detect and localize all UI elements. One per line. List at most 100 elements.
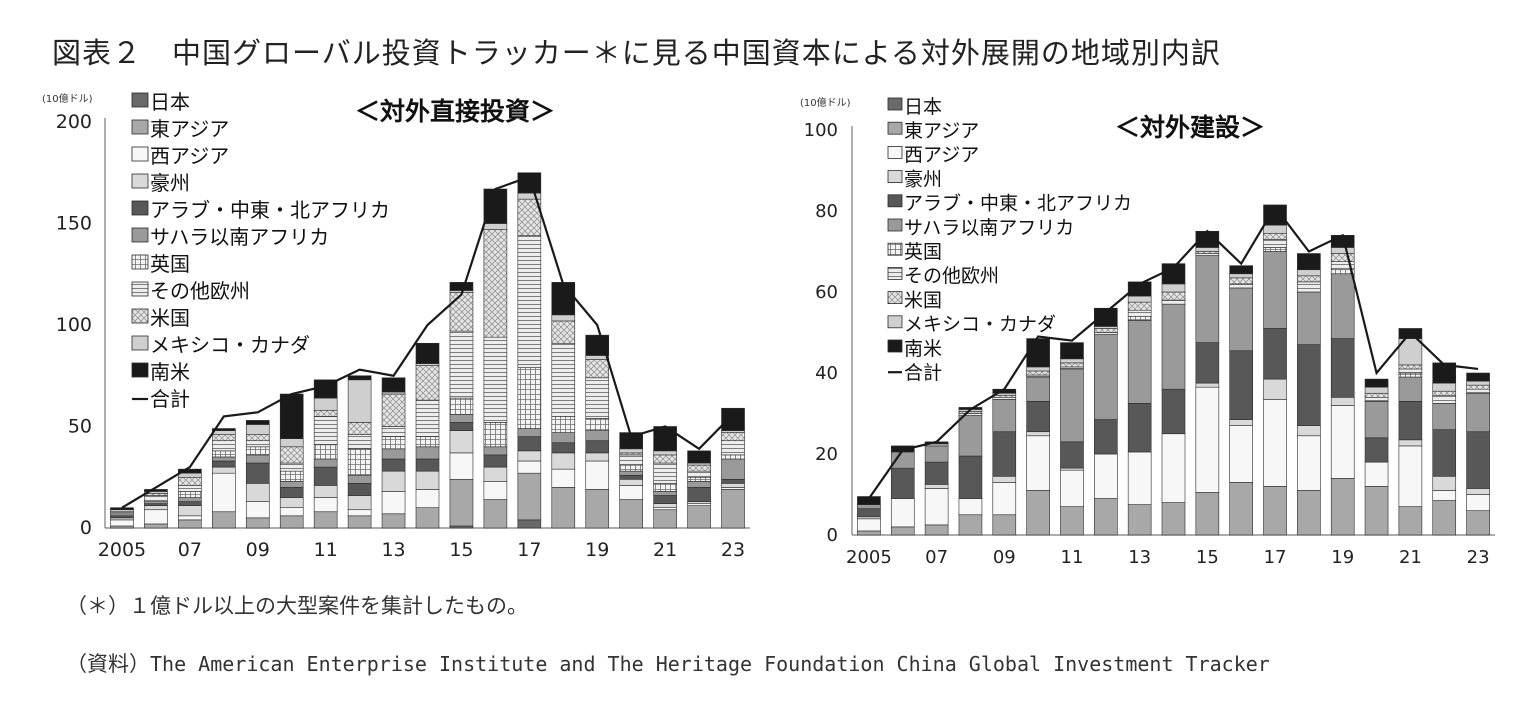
bar-segment-australia [178, 505, 202, 517]
bar-segment-other_europe [279, 462, 304, 472]
bar-segment-mexico_canada [1229, 273, 1253, 279]
bar-segment-us [1297, 275, 1321, 283]
bar-segment-south_america [415, 342, 440, 364]
bar-stack-2016 [1229, 265, 1253, 536]
bar-segment-other_europe [1161, 299, 1186, 305]
total-line [121, 175, 734, 509]
bar-segment-mena [449, 422, 474, 431]
legend-item: 西アジア [887, 144, 979, 166]
chart-title: ＜対外建設＞ [1115, 113, 1265, 142]
bar-segment-west_asia [653, 507, 677, 511]
bar-segment-west_asia [415, 489, 440, 508]
bar-segment-east_asia [1398, 506, 1423, 536]
bar-segment-west_asia [1060, 469, 1084, 507]
bar-stack-2021 [653, 426, 677, 529]
bar-segment-ssa [1263, 251, 1287, 329]
legend-swatch [887, 194, 903, 208]
bar-segment-us [1127, 301, 1152, 311]
bar-segment-south_america [721, 407, 745, 431]
bar-segment-mexico_canada [178, 472, 202, 478]
bar-segment-mexico_canada [1466, 380, 1490, 386]
bar-segment-east_asia [924, 524, 949, 536]
bar-segment-ssa [245, 454, 270, 464]
legend-label: 合計 [904, 362, 942, 384]
bar-stack-2016 [483, 188, 508, 529]
bar-segment-australia [1398, 439, 1423, 447]
bar-stack-2018 [1297, 253, 1321, 536]
bar-segment-ssa [449, 414, 474, 423]
bar-segment-uk [551, 416, 576, 433]
bar-segment-australia [415, 470, 440, 490]
bar-segment-mena [1026, 401, 1050, 433]
bar-segment-mexico_canada [1060, 358, 1084, 364]
bar-segment-us [1060, 362, 1084, 368]
legend-swatch [131, 335, 149, 351]
bar-segment-east_asia [551, 487, 576, 529]
bar-segment-mena [313, 466, 338, 486]
bar-segment-mexico_canada [517, 192, 542, 200]
legend-swatch [887, 170, 903, 183]
bar-segment-west_asia [619, 485, 643, 500]
bar-segment-west_asia [687, 503, 711, 506]
bar-stack-2017 [1263, 204, 1287, 536]
bar-segment-us [1398, 364, 1423, 370]
bar-segment-mexico_canada [1195, 247, 1220, 252]
bar-segment-west_asia [178, 515, 202, 521]
bar-segment-other_europe [245, 440, 270, 448]
bar-segment-other_europe [110, 511, 134, 515]
x-tick-label: 15 [1196, 547, 1219, 568]
bar-segment-mena [144, 503, 168, 506]
bar-segment-east_asia [415, 507, 440, 529]
unit-label: (10億ドル) [800, 96, 851, 109]
footnote: （＊）１億ドル以上の大型案件を集計したもの。 [66, 594, 528, 618]
bar-segment-west_asia [1094, 453, 1118, 499]
bar-segment-east_asia [1161, 502, 1186, 536]
y-tick-label: 200 [56, 111, 92, 133]
bar-segment-west_asia [721, 487, 745, 490]
bar-segment-east_asia [890, 526, 915, 536]
bar-segment-us [245, 434, 270, 442]
bar-segment-other_europe [1127, 309, 1152, 317]
bar-segment-mena [415, 458, 440, 472]
bar-segment-ssa [1330, 273, 1355, 339]
bar-segment-other_europe [1263, 239, 1287, 248]
bar-segment-south_america [1229, 265, 1253, 275]
bar-segment-australia [1026, 431, 1050, 437]
bar-segment-east_asia [1026, 490, 1050, 536]
bar-segment-ssa [958, 415, 983, 457]
bar-segment-us [279, 446, 304, 464]
bar-segment-mena [619, 474, 643, 480]
bar-segment-australia [585, 452, 610, 462]
bar-segment-south_america [1127, 281, 1152, 297]
bar-stack-2010 [279, 393, 304, 529]
bar-segment-ssa [313, 458, 338, 468]
legend-swatch [131, 92, 149, 108]
bar-segment-mena [653, 495, 677, 504]
bar-segment-south_america [245, 420, 270, 425]
x-tick-label: 09 [246, 539, 270, 561]
y-tick-label: 20 [815, 444, 838, 465]
bar-segment-australia [517, 450, 542, 462]
bar-segment-uk [687, 476, 711, 482]
bar-segment-mena [1297, 344, 1321, 426]
bar-segment-west_asia [144, 509, 168, 525]
bar-segment-east_asia [1330, 477, 1355, 536]
bar-segment-us [212, 434, 236, 442]
bar-segment-ssa [924, 445, 949, 463]
bar-segment-uk [178, 491, 202, 498]
bar-segment-mena [992, 431, 1017, 477]
bar-segment-west_asia [1398, 445, 1423, 507]
bar-stack-2022 [1432, 362, 1457, 536]
bar-segment-mexico_canada [1364, 386, 1389, 394]
chart-outward-fdi: 0 50 100 150 200 2005 07 09 11 13 15 17 19 21 23 ＜対外直接投… [30, 84, 770, 570]
bar-segment-uk [347, 448, 372, 476]
bar-segment-south_america [1094, 307, 1118, 327]
chart-outward-construction-svg: 0 20 40 60 80 100 2005 07 09 11 13 15 17 19 21 23 ＜対外建設＞… [800, 96, 1495, 568]
bar-segment-uk [619, 464, 643, 472]
bar-segment-uk [517, 367, 542, 429]
bar-segment-east_asia [1195, 492, 1220, 536]
bar-segment-japan [449, 525, 474, 529]
bar-segment-ssa [857, 504, 881, 509]
bar-segment-west_asia [1466, 494, 1490, 512]
x-tick-label: 09 [993, 547, 1016, 568]
